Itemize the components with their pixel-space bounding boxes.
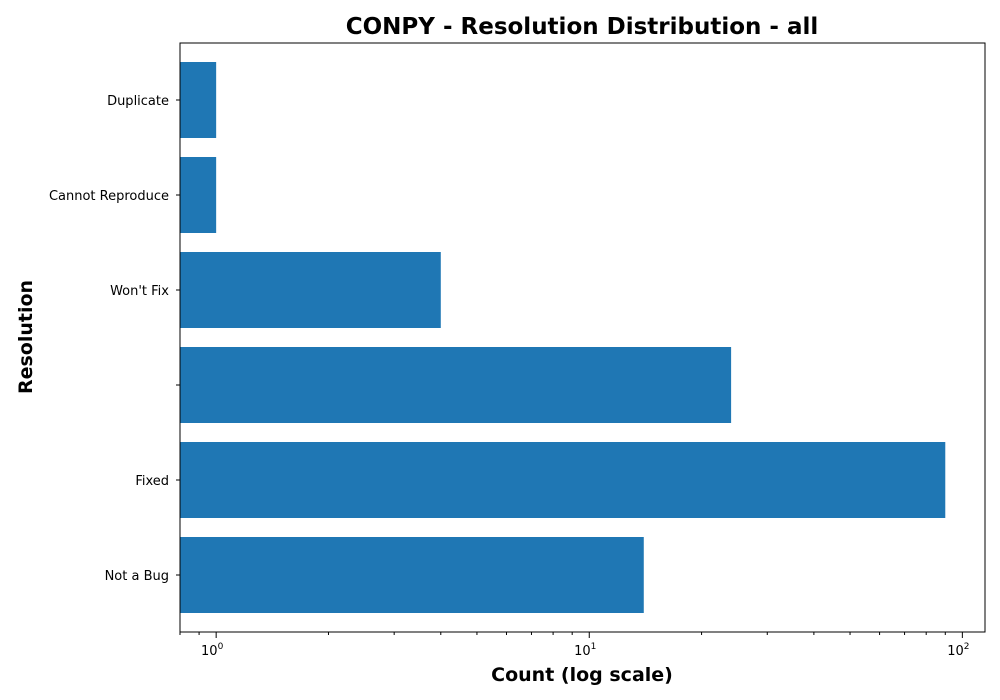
y-tick-label: Fixed bbox=[135, 474, 169, 489]
bar-duplicate bbox=[180, 62, 217, 138]
bar-not-a-bug bbox=[180, 537, 644, 613]
x-tick-label: 102 bbox=[947, 642, 969, 659]
bar-unlabeled bbox=[180, 347, 732, 423]
x-axis-label: Count (log scale) bbox=[491, 664, 673, 686]
bar-cannot-reproduce bbox=[180, 157, 217, 233]
x-tick-label: 101 bbox=[574, 642, 596, 659]
bar-fixed bbox=[180, 442, 946, 518]
chart-title: CONPY - Resolution Distribution - all bbox=[346, 14, 819, 40]
plot-frame bbox=[179, 42, 986, 633]
x-tick-label: 100 bbox=[201, 642, 224, 659]
y-tick-label: Won't Fix bbox=[110, 284, 169, 299]
y-tick-label: Cannot Reproduce bbox=[49, 189, 169, 204]
y-tick-label: Not a Bug bbox=[105, 569, 169, 584]
bar-won-t-fix bbox=[180, 252, 441, 328]
y-tick-label: Duplicate bbox=[107, 94, 169, 109]
bars-layer bbox=[180, 62, 946, 613]
y-axis-label: Resolution bbox=[15, 280, 37, 394]
